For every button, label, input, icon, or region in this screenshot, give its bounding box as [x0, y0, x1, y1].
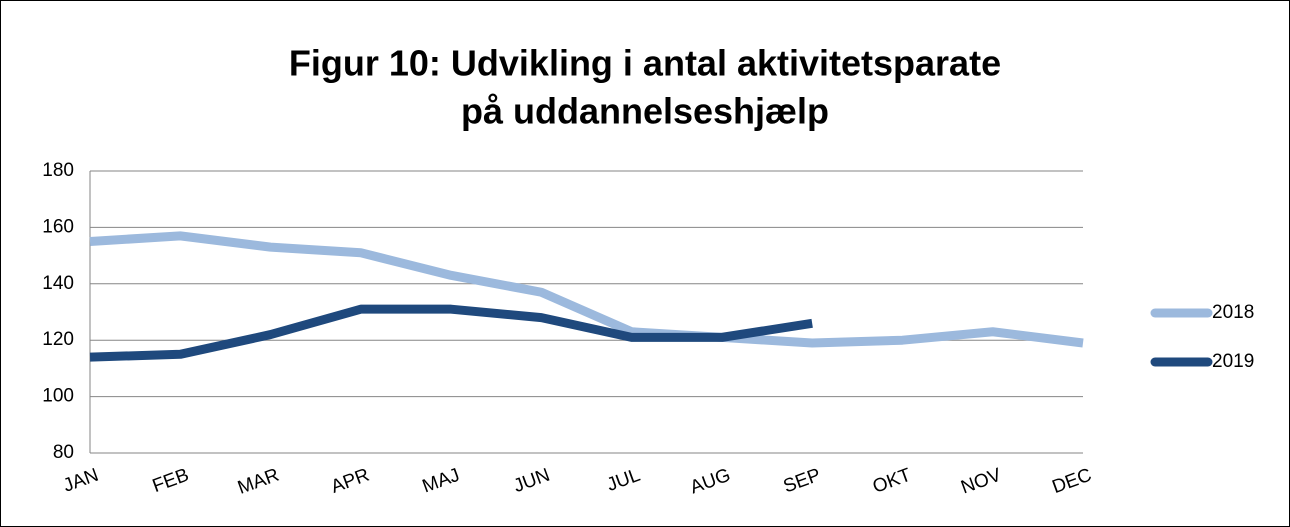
y-tick-label: 100 [42, 386, 74, 407]
legend-label: 2019 [1212, 351, 1254, 372]
y-tick-label: 160 [42, 216, 74, 237]
chart-title: Figur 10: Udvikling i antal aktivitetspa… [289, 43, 1001, 84]
legend-label: 2018 [1212, 302, 1254, 323]
y-tick-label: 80 [53, 442, 74, 463]
y-tick-label: 120 [42, 329, 74, 350]
y-tick-label: 180 [42, 160, 74, 181]
chart-title: på uddannelseshjælp [461, 91, 829, 132]
series-line [89, 231, 1084, 348]
y-tick-label: 140 [42, 273, 74, 294]
series-line [89, 304, 813, 362]
